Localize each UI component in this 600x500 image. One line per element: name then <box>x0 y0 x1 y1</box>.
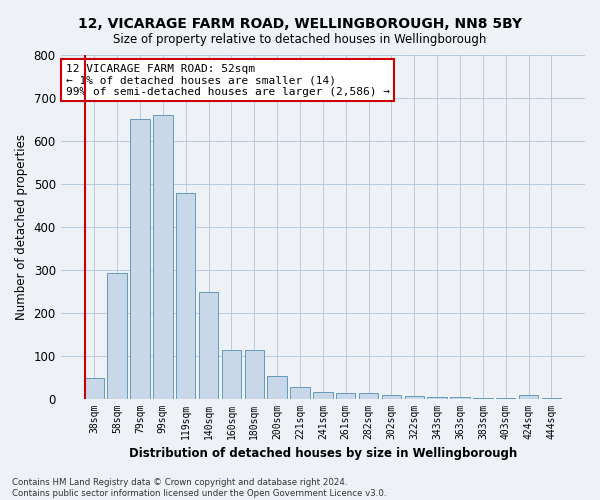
X-axis label: Distribution of detached houses by size in Wellingborough: Distribution of detached houses by size … <box>129 447 517 460</box>
Text: Size of property relative to detached houses in Wellingborough: Size of property relative to detached ho… <box>113 32 487 46</box>
Bar <box>221 350 241 399</box>
Bar <box>107 272 127 398</box>
Bar <box>290 387 310 398</box>
Bar <box>359 393 378 398</box>
Bar <box>130 120 149 398</box>
Bar <box>153 115 173 399</box>
Text: 12 VICARAGE FARM ROAD: 52sqm
← 1% of detached houses are smaller (14)
99% of sem: 12 VICARAGE FARM ROAD: 52sqm ← 1% of det… <box>66 64 390 97</box>
Bar <box>382 395 401 398</box>
Bar <box>85 378 104 398</box>
Text: Contains HM Land Registry data © Crown copyright and database right 2024.
Contai: Contains HM Land Registry data © Crown c… <box>12 478 386 498</box>
Bar <box>404 396 424 398</box>
Bar <box>268 376 287 398</box>
Bar <box>427 397 447 398</box>
Bar <box>176 194 196 398</box>
Bar <box>199 292 218 399</box>
Bar <box>336 392 355 398</box>
Bar <box>313 392 332 398</box>
Y-axis label: Number of detached properties: Number of detached properties <box>15 134 28 320</box>
Text: 12, VICARAGE FARM ROAD, WELLINGBOROUGH, NN8 5BY: 12, VICARAGE FARM ROAD, WELLINGBOROUGH, … <box>78 18 522 32</box>
Bar <box>519 395 538 398</box>
Bar <box>245 350 264 399</box>
